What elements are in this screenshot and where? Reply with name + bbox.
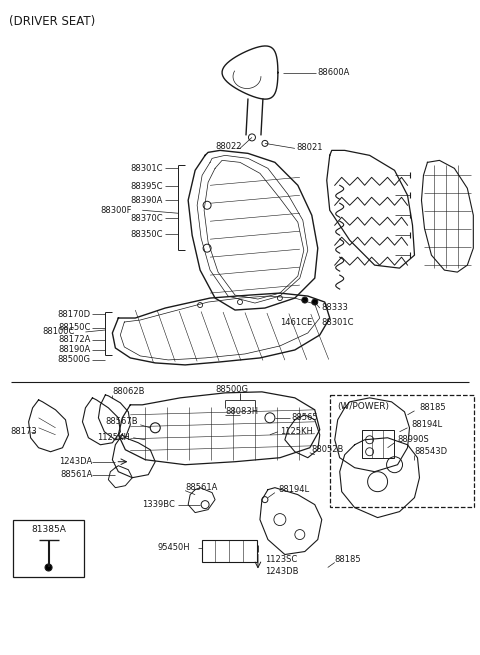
Text: 88185: 88185 [420, 403, 446, 413]
Text: 88194L: 88194L [411, 421, 443, 429]
Text: 88083H: 88083H [225, 407, 258, 417]
Text: 88350C: 88350C [131, 230, 163, 238]
Text: (W/POWER): (W/POWER) [338, 402, 390, 411]
Text: 88173: 88173 [11, 427, 37, 436]
Text: 88990S: 88990S [397, 436, 429, 444]
Text: 1339BC: 1339BC [142, 500, 175, 509]
Bar [12, 519, 84, 578]
Text: 88100C: 88100C [43, 328, 75, 337]
Text: 88021: 88021 [297, 143, 324, 152]
Text: 88333: 88333 [322, 303, 348, 312]
Text: 88052B: 88052B [312, 445, 344, 454]
Bar [361, 430, 394, 458]
Text: 1461CE: 1461CE [280, 318, 312, 326]
Text: 88567B: 88567B [106, 417, 138, 426]
Circle shape [45, 564, 52, 571]
Text: 88370C: 88370C [131, 214, 163, 223]
Text: 88172A: 88172A [58, 335, 90, 345]
Text: 88561A: 88561A [185, 483, 217, 492]
Text: 88565: 88565 [292, 413, 318, 422]
Circle shape [312, 299, 318, 305]
Text: 1123SC: 1123SC [265, 555, 297, 564]
Text: (DRIVER SEAT): (DRIVER SEAT) [9, 14, 95, 28]
Text: 88500G: 88500G [215, 385, 248, 394]
Text: 88300F: 88300F [100, 206, 132, 215]
Text: 88170D: 88170D [57, 310, 90, 318]
Text: 88185: 88185 [335, 555, 361, 564]
Circle shape [302, 297, 308, 303]
Text: 95450H: 95450H [157, 543, 190, 552]
Bar [330, 395, 474, 506]
Text: 88301C: 88301C [322, 318, 354, 326]
Text: 88150C: 88150C [58, 324, 90, 333]
Text: 88190A: 88190A [58, 345, 90, 354]
Text: 1243DB: 1243DB [265, 567, 299, 576]
Text: 81385A: 81385A [31, 525, 66, 534]
Text: 88390A: 88390A [131, 196, 163, 205]
Text: 88500G: 88500G [58, 356, 90, 364]
Text: 88022: 88022 [215, 142, 241, 151]
Text: 88194L: 88194L [278, 485, 309, 494]
Text: 88543D: 88543D [415, 447, 448, 457]
Text: 88062B: 88062B [112, 387, 145, 396]
Text: 1125KH: 1125KH [97, 433, 130, 442]
Text: 1243DA: 1243DA [59, 457, 93, 466]
Text: 88395C: 88395C [131, 182, 163, 191]
Text: 88561A: 88561A [60, 470, 93, 479]
Bar [202, 540, 257, 561]
Text: 1125KH: 1125KH [280, 427, 313, 436]
Text: 88301C: 88301C [131, 164, 163, 173]
Text: 88600A: 88600A [318, 68, 350, 77]
